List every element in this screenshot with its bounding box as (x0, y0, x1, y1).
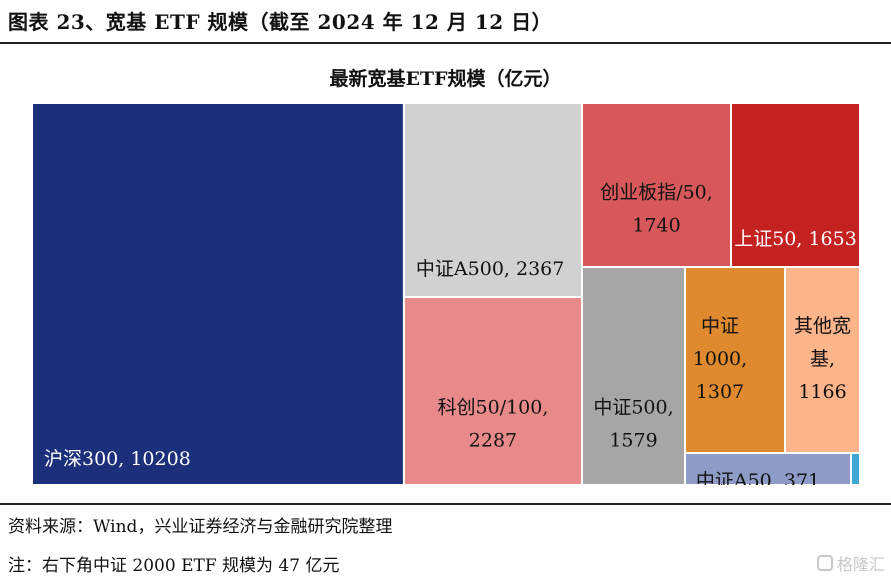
treemap-cell-50: 创业板指/50, 1740 (581, 103, 732, 268)
treemap-cell-50100: 科创50/100, 2287 (402, 296, 584, 485)
treemap-label: 中证A50, 371 (696, 470, 820, 492)
treemap-cell-a50: 中证A50, 371 (684, 452, 852, 492)
source-text: 资料来源：Wind，兴业证券经济与金融研究院整理 (8, 517, 393, 537)
treemap-label: 1000, (693, 348, 747, 370)
treemap-rect (402, 296, 584, 485)
treemap-chart: 沪深300, 10208 中证A500, 2367 科创50/100, 2287 创业板… (32, 103, 860, 492)
treemap-label: 2287 (469, 430, 517, 452)
watermark-text: 格隆汇 (836, 555, 885, 574)
treemap-label: 中证500, (593, 397, 673, 419)
treemap-rect (32, 103, 405, 485)
treemap-cell-300: 沪深300, 10208 (32, 103, 405, 485)
bottom-rule (0, 503, 891, 505)
treemap-label: 科创50/100, (438, 397, 549, 419)
treemap-cell-2000 (850, 452, 860, 485)
treemap-label: 中证A500, 2367 (416, 258, 564, 280)
treemap-rect (402, 103, 584, 298)
treemap-cell-50: 上证50, 1653 (730, 103, 860, 268)
treemap-cell-1000: 中证 1000, 1307 (684, 266, 786, 454)
treemap-label: 基, (810, 348, 835, 370)
treemap-rect (684, 452, 852, 485)
watermark: 格隆汇 (816, 551, 885, 575)
treemap-label: 1307 (696, 381, 744, 403)
chart-title: 最新宽基ETF规模（亿元） (329, 68, 562, 90)
note-text: 注：右下角中证 2000 ETF 规模为 47 亿元 (8, 556, 340, 576)
treemap-cell-a500: 中证A500, 2367 (402, 103, 584, 298)
treemap-label: 沪深300, 10208 (44, 448, 191, 470)
treemap-label: 1579 (609, 430, 657, 452)
treemap-label: 创业板指/50, (600, 182, 713, 204)
treemap-rect (850, 452, 860, 485)
treemap-label: 中证 (701, 315, 739, 337)
treemap-cell-500: 中证500, 1579 (581, 266, 686, 485)
logo-icon (816, 555, 833, 571)
treemap-label: 1166 (798, 381, 846, 403)
treemap-label: 上证50, 1653 (734, 228, 857, 250)
treemap-rect (581, 266, 686, 485)
treemap-label: 其他宽 (794, 315, 851, 337)
figure-title: 图表 23、宽基 ETF 规模（截至 2024 年 12 月 12 日） (8, 10, 553, 34)
treemap-label: 1740 (632, 215, 680, 237)
top-rule (0, 42, 891, 44)
